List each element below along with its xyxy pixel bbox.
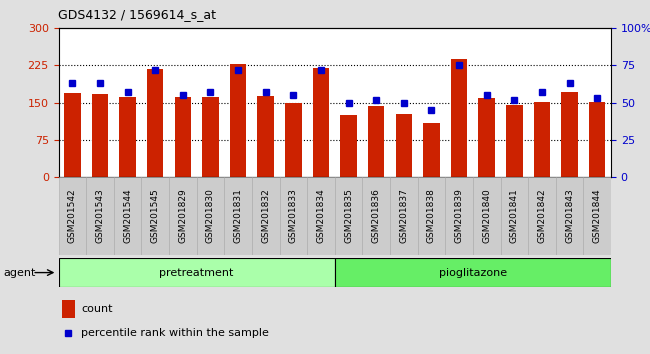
Bar: [506, 105, 523, 177]
Bar: [500, 177, 528, 255]
Bar: [417, 177, 445, 255]
Bar: [473, 177, 500, 255]
Bar: [390, 177, 417, 255]
Text: count: count: [81, 304, 112, 314]
Bar: [202, 97, 218, 177]
Bar: [534, 102, 550, 177]
Text: GSM201833: GSM201833: [289, 188, 298, 244]
Bar: [423, 124, 439, 177]
Bar: [335, 258, 611, 287]
Text: GSM201836: GSM201836: [372, 188, 381, 244]
Text: pioglitazone: pioglitazone: [439, 268, 507, 278]
Bar: [58, 177, 86, 255]
Bar: [561, 92, 578, 177]
Bar: [280, 177, 307, 255]
Bar: [445, 177, 473, 255]
Bar: [58, 258, 335, 287]
Bar: [589, 102, 606, 177]
Text: GSM201542: GSM201542: [68, 189, 77, 243]
Text: GSM201837: GSM201837: [399, 188, 408, 244]
Bar: [86, 177, 114, 255]
Bar: [224, 177, 252, 255]
Bar: [147, 69, 164, 177]
Text: GSM201842: GSM201842: [538, 189, 547, 243]
Text: agent: agent: [3, 268, 36, 278]
Bar: [478, 98, 495, 177]
Bar: [252, 177, 280, 255]
Bar: [257, 96, 274, 177]
Text: GSM201829: GSM201829: [178, 189, 187, 243]
Bar: [451, 59, 467, 177]
Text: percentile rank within the sample: percentile rank within the sample: [81, 329, 269, 338]
Text: GSM201545: GSM201545: [151, 189, 160, 243]
Bar: [230, 64, 246, 177]
Bar: [341, 115, 357, 177]
Bar: [528, 177, 556, 255]
Bar: [92, 94, 108, 177]
Bar: [368, 105, 384, 177]
Text: GSM201543: GSM201543: [96, 189, 105, 243]
Bar: [313, 68, 329, 177]
Bar: [114, 177, 142, 255]
Bar: [363, 177, 390, 255]
Bar: [285, 103, 302, 177]
Text: GSM201835: GSM201835: [344, 188, 353, 244]
Text: GSM201841: GSM201841: [510, 189, 519, 243]
Bar: [120, 97, 136, 177]
Text: GSM201544: GSM201544: [123, 189, 132, 243]
Bar: [335, 177, 363, 255]
Text: GSM201834: GSM201834: [317, 189, 326, 243]
Text: GSM201843: GSM201843: [565, 189, 574, 243]
Bar: [62, 300, 75, 318]
Text: GSM201830: GSM201830: [206, 188, 215, 244]
Text: GSM201831: GSM201831: [233, 188, 242, 244]
Bar: [64, 93, 81, 177]
Text: GSM201840: GSM201840: [482, 189, 491, 243]
Text: GDS4132 / 1569614_s_at: GDS4132 / 1569614_s_at: [58, 8, 216, 21]
Text: GSM201844: GSM201844: [593, 189, 602, 243]
Bar: [395, 114, 412, 177]
Text: pretreatment: pretreatment: [159, 268, 234, 278]
Bar: [169, 177, 196, 255]
Text: GSM201839: GSM201839: [454, 188, 463, 244]
Bar: [584, 177, 611, 255]
Text: GSM201838: GSM201838: [427, 188, 436, 244]
Bar: [556, 177, 584, 255]
Bar: [196, 177, 224, 255]
Bar: [174, 97, 191, 177]
Text: GSM201832: GSM201832: [261, 189, 270, 243]
Bar: [142, 177, 169, 255]
Bar: [307, 177, 335, 255]
